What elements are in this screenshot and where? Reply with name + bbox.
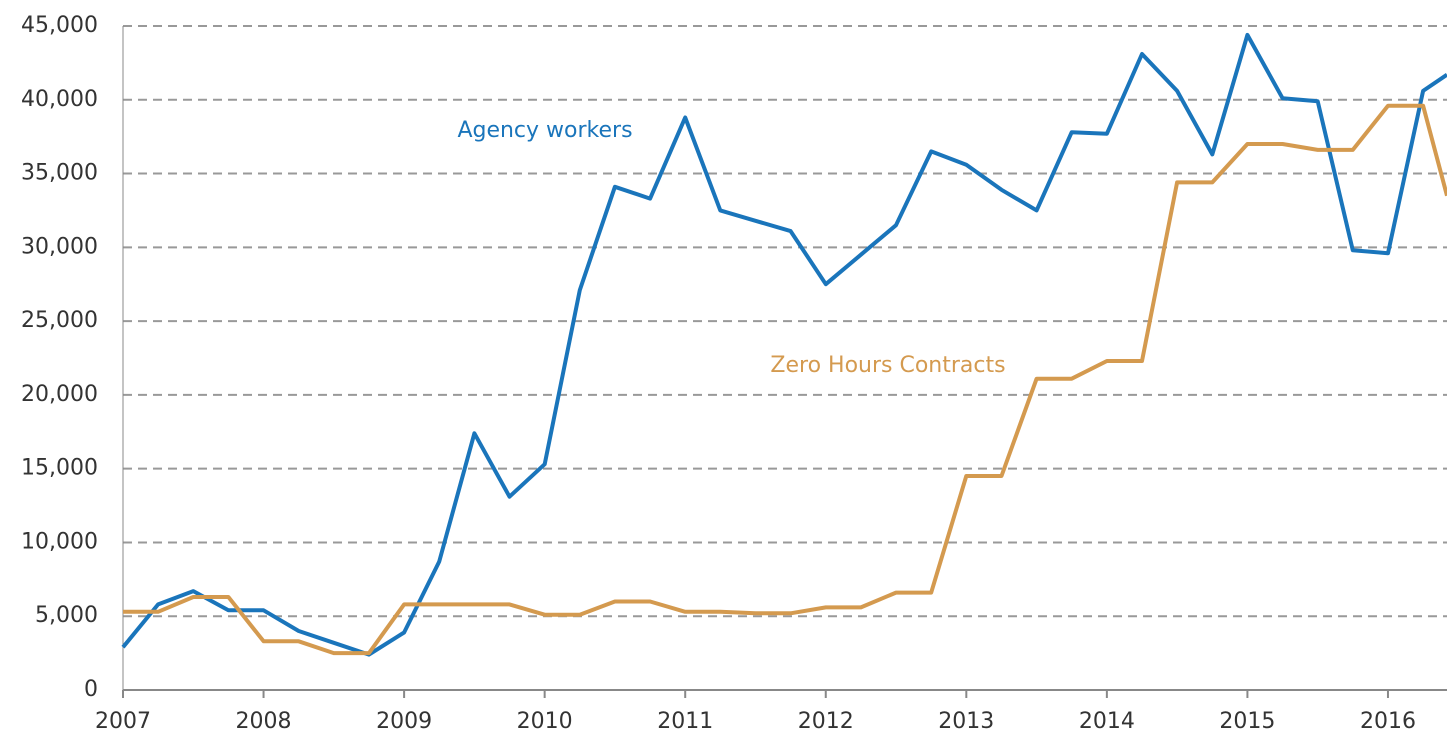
y-tick-label: 40,000 <box>21 87 98 112</box>
x-tick-label: 2014 <box>1079 709 1135 734</box>
x-tick-label: 2007 <box>95 709 151 734</box>
x-tick-label: 2010 <box>517 709 573 734</box>
series-label: Zero Hours Contracts <box>770 353 1005 378</box>
x-tick-label: 2013 <box>938 709 994 734</box>
x-tick-label: 2009 <box>376 709 432 734</box>
y-tick-label: 10,000 <box>21 529 98 554</box>
y-tick-label: 30,000 <box>21 234 98 259</box>
x-tick-label: 2011 <box>657 709 713 734</box>
series-line <box>123 103 1447 656</box>
x-tick-label: 2008 <box>236 709 292 734</box>
x-tick-label: 2012 <box>798 709 854 734</box>
y-tick-label: 20,000 <box>21 382 98 407</box>
y-tick-label: 25,000 <box>21 308 98 333</box>
y-tick-label: 15,000 <box>21 456 98 481</box>
y-tick-label: 45,000 <box>21 13 98 38</box>
x-tick-label: 2016 <box>1360 709 1416 734</box>
y-tick-label: 35,000 <box>21 161 98 186</box>
y-tick-label: 5,000 <box>35 603 98 628</box>
series-label: Agency workers <box>457 118 632 143</box>
x-tick-label: 2015 <box>1219 709 1275 734</box>
y-tick-label: 0 <box>84 677 98 702</box>
series-line <box>121 32 1447 657</box>
